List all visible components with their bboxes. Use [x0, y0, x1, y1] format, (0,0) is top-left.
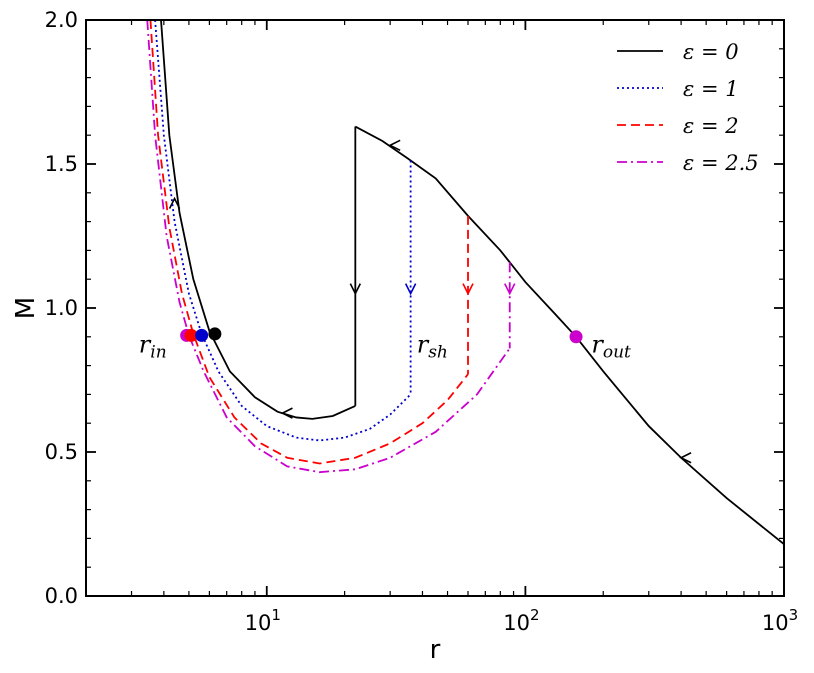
- y-tick-label-4: 2.0: [45, 8, 78, 32]
- series-0-arrow-4: [679, 452, 692, 464]
- series-0-arrow-2: [280, 407, 293, 419]
- series-3-inner-line: [146, 20, 511, 474]
- y-tick-label-1: 0.5: [45, 440, 78, 464]
- series-1-arrow-0: [404, 283, 417, 296]
- legend-label-1: ε = 1: [683, 77, 739, 101]
- x-tick-label-0-base: 10: [245, 611, 272, 635]
- annotation-0-sub: in: [150, 343, 166, 363]
- y-axis-label: M: [11, 297, 41, 319]
- series-1-inner-line: [154, 20, 412, 442]
- legend-label-2: ε = 2: [683, 114, 739, 138]
- annotation-2-main: r: [591, 331, 604, 359]
- annotation-0: rin: [139, 331, 167, 363]
- x-tick-label-2: 103: [762, 606, 798, 635]
- annotation-1-main: r: [417, 331, 430, 359]
- legend-label-3: ε = 2.5: [683, 151, 759, 175]
- plot-frame: [85, 19, 785, 597]
- x-tick-label-1: 102: [503, 606, 539, 635]
- series-2-inner-line: [149, 20, 469, 465]
- annotation-2-sub: out: [603, 343, 631, 363]
- annotation-0-main: r: [139, 331, 152, 359]
- series-0-outer-line: [354, 125, 784, 545]
- series-0-sonic-point-0: [208, 327, 222, 341]
- x-tick-label-0: 101: [245, 606, 281, 635]
- series-1-sonic-point-0: [195, 328, 209, 342]
- y-tick-label-2: 1.0: [45, 296, 78, 320]
- annotation-1-sub: sh: [428, 343, 448, 363]
- series-2-arrow-0: [462, 283, 474, 296]
- annotation-1: rsh: [417, 331, 448, 363]
- series-0-arrow-0: [168, 196, 181, 209]
- legend-label-0: ε = 0: [683, 40, 739, 64]
- annotation-2: rout: [591, 331, 631, 363]
- plot-area: rin rsh rout: [139, 20, 784, 545]
- x-tick-label-1-base: 10: [503, 611, 530, 635]
- series-0-arrow-3: [388, 139, 401, 151]
- series-3-sonic-point-1: [569, 330, 583, 344]
- x-axis-label: r: [430, 635, 441, 665]
- series-0-inner-line: [160, 20, 356, 420]
- y-tick-label-0: 0.0: [45, 584, 78, 608]
- series-0-arrow-1: [349, 283, 362, 296]
- legend: ε = 0 ε = 1 ε = 2 ε = 2.5: [617, 40, 759, 175]
- y-tick-label-3: 1.5: [45, 152, 78, 176]
- x-tick-label-1-exp: 2: [530, 606, 540, 624]
- x-tick-label-0-exp: 1: [271, 606, 281, 624]
- series-3-arrow-0: [504, 283, 516, 296]
- x-tick-label-2-base: 10: [762, 611, 789, 635]
- x-tick-label-2-exp: 3: [789, 606, 799, 624]
- series-group: [146, 20, 784, 545]
